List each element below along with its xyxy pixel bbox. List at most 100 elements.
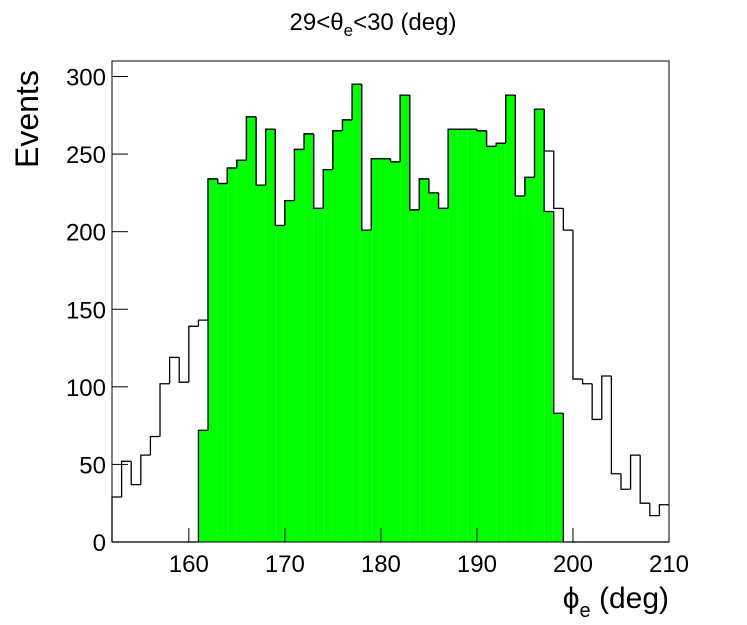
bin-outline: [437, 192, 449, 210]
bin-outline: [543, 109, 554, 152]
bar: [524, 177, 535, 542]
bar: [332, 130, 343, 543]
bin-outline: [476, 129, 487, 132]
bin-outline: [418, 178, 429, 210]
bin-outline: [514, 95, 525, 197]
bin-outline: [226, 167, 237, 184]
bin-outline: [274, 129, 285, 227]
bin-outline: [178, 357, 189, 383]
bar: [505, 95, 516, 542]
bin-outline: [361, 84, 372, 231]
bin-outline: [447, 128, 458, 209]
bin-outline: [293, 148, 305, 201]
bar: [457, 129, 468, 542]
bin-outline: [303, 133, 314, 150]
bin-outline: [341, 119, 353, 131]
bin-outline: [505, 94, 516, 144]
x-axis-title: ϕe (deg): [563, 582, 669, 622]
title-part: <30 (deg): [353, 9, 456, 36]
bin-outline: [572, 230, 583, 380]
bar: [227, 168, 237, 543]
bar: [256, 185, 266, 542]
bin-outline: [389, 158, 401, 163]
bin-outline: [111, 496, 122, 542]
bin-outline: [236, 159, 247, 169]
bin-outline: [149, 435, 161, 456]
y-tick-label: 250: [66, 142, 106, 169]
bar: [313, 208, 324, 542]
y-axis-title: Events: [9, 70, 45, 168]
title-subscript: e: [344, 21, 353, 40]
bin-outline: [216, 178, 228, 185]
bin-outline: [620, 473, 631, 490]
bin-outline: [130, 461, 141, 486]
bin-outline: [495, 142, 506, 147]
y-tick-label: 200: [66, 220, 106, 247]
bar: [438, 208, 449, 542]
bin-outline: [629, 454, 641, 490]
bar: [467, 129, 477, 542]
bin-outline: [553, 211, 564, 414]
bar: [294, 149, 305, 542]
x-tick-label: 160: [169, 551, 209, 578]
bin-outline: [562, 208, 573, 231]
bin-outline: [370, 158, 381, 231]
bin-outline: [361, 84, 372, 231]
bin-outline: [188, 325, 199, 383]
bin-outline: [409, 95, 420, 211]
bin-outline: [313, 133, 324, 210]
bin-outline: [332, 130, 343, 170]
bin-outline: [553, 150, 564, 210]
bin-outline: [658, 504, 669, 516]
bar: [553, 413, 564, 542]
bin-outline: [639, 455, 650, 504]
bar: [486, 146, 497, 542]
bin-outline: [351, 83, 362, 120]
bar: [352, 84, 362, 542]
bin-outline: [428, 178, 439, 194]
bin-outline: [399, 94, 410, 162]
bar: [390, 161, 401, 542]
bar: [380, 158, 391, 542]
bin-outline: [409, 95, 420, 211]
plot-area: [111, 83, 669, 543]
bin-outline: [514, 95, 525, 197]
x-tick-label: 210: [649, 551, 689, 578]
bar: [371, 158, 381, 542]
bin-outline: [524, 176, 535, 196]
bar: [304, 133, 314, 542]
bin-outline: [216, 178, 228, 185]
bin-outline: [265, 128, 276, 186]
y-tick-label: 50: [79, 452, 106, 479]
bin-outline: [197, 319, 209, 327]
bin-outline: [485, 130, 497, 147]
y-tick-label: 100: [66, 375, 106, 402]
bin-outline: [159, 383, 170, 437]
x-tick-label: 170: [265, 551, 305, 578]
bin-outline: [313, 133, 324, 210]
bar: [208, 178, 218, 542]
bin-outline: [437, 192, 449, 210]
bar: [496, 143, 506, 543]
bar: [323, 169, 333, 542]
bin-outline: [255, 116, 266, 186]
bin-outline: [591, 383, 602, 421]
bar: [400, 95, 410, 542]
bin-outline: [168, 356, 180, 384]
bin-outline: [485, 130, 497, 147]
x-tick-label: 200: [553, 551, 593, 578]
bar: [534, 109, 545, 542]
bin-outline: [284, 199, 295, 226]
x-tick-label: 190: [457, 551, 497, 578]
x-title-subscript: e: [580, 600, 591, 622]
bin-outline: [610, 375, 621, 475]
y-tick-label: 150: [66, 297, 106, 324]
bar: [246, 116, 257, 542]
bin-outline: [255, 116, 266, 186]
bin-outline: [601, 375, 612, 420]
bin-outline: [649, 503, 660, 517]
bar: [448, 129, 458, 542]
y-tick-label: 300: [66, 65, 106, 92]
bin-outline: [428, 178, 439, 194]
